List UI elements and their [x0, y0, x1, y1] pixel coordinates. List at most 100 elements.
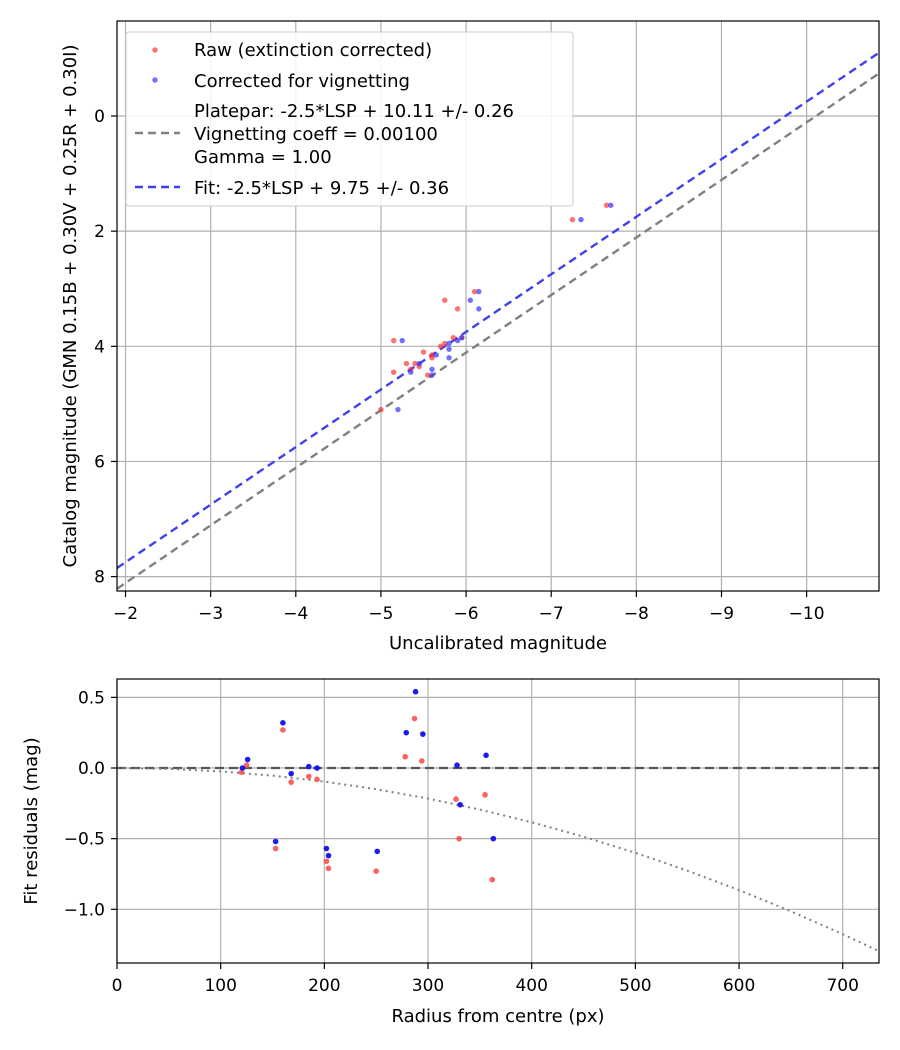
- bottom-x-tick-label: 600: [723, 976, 755, 996]
- raw-point: [442, 340, 448, 347]
- bottom-chart: 0 100 200 300 400 500 600 700 0.5 0.0 −0.5 −1.0 Ra…: [21, 678, 880, 1027]
- raw-residual-point: [325, 865, 332, 872]
- raw-point: [569, 216, 576, 223]
- corrected-point: [578, 216, 584, 223]
- corrected-point: [433, 352, 439, 358]
- raw-point: [412, 360, 418, 367]
- corrected-point: [399, 337, 405, 344]
- corrected-residual-point: [454, 762, 460, 768]
- raw-residual-point: [280, 727, 286, 733]
- raw-point: [391, 337, 397, 344]
- top-chart: −2 −3 −4 −5 −6 −7 −8 −9 −10 0 2 4 6 8 Uncalibrated m…: [60, 20, 880, 654]
- corrected-point: [608, 202, 614, 208]
- bottom-y-tick-label: 0.5: [78, 688, 105, 708]
- raw-residual-point: [419, 758, 425, 764]
- raw-point: [437, 343, 444, 350]
- corrected-residual-point: [272, 838, 279, 845]
- bottom-x-tick-label: 100: [204, 976, 236, 996]
- top-x-tick-label: −6: [454, 604, 479, 624]
- bottom-y-tick-label: −1.0: [64, 900, 105, 920]
- top-fit-lines: [116, 51, 880, 590]
- raw-point: [403, 360, 410, 367]
- top-x-tick-label: −4: [283, 604, 308, 624]
- legend: Raw (extinction corrected) Corrected for…: [125, 31, 574, 207]
- top-x-tick-label: −7: [539, 604, 564, 624]
- raw-point: [378, 406, 384, 413]
- raw-residual-point: [314, 776, 320, 783]
- corrected-residual-point: [412, 688, 419, 695]
- bottom-y-axis-label: Fit residuals (mag): [21, 737, 42, 904]
- corrected-point: [446, 346, 452, 352]
- raw-residual-point: [288, 779, 294, 785]
- bottom-scatter-points: [238, 688, 497, 883]
- raw-residual-point: [238, 769, 245, 776]
- raw-residual-point: [411, 715, 418, 722]
- legend-corrected-label: Corrected for vignetting: [194, 71, 410, 92]
- top-y-axis-label: Catalog magnitude (GMN 0.15B + 0.30V + 0…: [60, 44, 81, 567]
- corrected-point: [476, 306, 482, 312]
- raw-point: [425, 372, 431, 378]
- top-x-tick-label: −8: [624, 604, 649, 624]
- corrected-residual-point: [483, 752, 489, 759]
- bottom-plot-frame: [116, 678, 880, 964]
- top-x-ticks: −2 −3 −4 −5 −6 −7 −8 −9 −10: [113, 591, 825, 624]
- legend-raw-marker: [152, 47, 158, 53]
- top-scatter-points: [378, 202, 614, 413]
- bottom-y-tick-label: −0.5: [64, 830, 105, 850]
- raw-point: [454, 306, 461, 312]
- raw-residual-point: [456, 835, 462, 842]
- corrected-point: [446, 355, 452, 361]
- vignetting-curve: [116, 767, 880, 953]
- raw-residual-point: [482, 792, 488, 798]
- legend-corrected-marker: [152, 77, 158, 83]
- raw-residual-point: [402, 753, 409, 760]
- raw-point: [391, 369, 397, 375]
- raw-residual-point: [243, 762, 250, 768]
- corrected-residual-point: [244, 756, 251, 763]
- corrected-residual-point: [314, 765, 320, 771]
- top-y-tick-label: 2: [94, 222, 105, 242]
- corrected-point: [429, 366, 435, 373]
- top-x-tick-label: −10: [789, 604, 825, 624]
- corrected-residual-point: [288, 770, 294, 777]
- bottom-y-ticks: 0.5 0.0 −0.5 −1.0: [64, 688, 117, 920]
- corrected-point: [459, 334, 465, 341]
- bottom-grid: [116, 679, 879, 963]
- raw-point: [420, 349, 427, 355]
- legend-gamma-label: Gamma = 1.00: [194, 147, 332, 168]
- raw-point: [429, 355, 435, 361]
- corrected-residual-point: [490, 835, 497, 842]
- top-x-tick-label: −9: [709, 604, 734, 624]
- raw-residual-point: [305, 773, 312, 780]
- legend-platepar-label: Platepar: -2.5*LSP + 10.11 +/- 0.26: [194, 101, 514, 122]
- legend-box: [125, 31, 574, 207]
- corrected-residual-point: [305, 763, 312, 770]
- top-x-tick-label: −2: [113, 604, 138, 624]
- raw-point: [603, 202, 610, 208]
- corrected-residual-point: [239, 765, 246, 771]
- corrected-point: [467, 297, 474, 303]
- bottom-x-tick-label: 400: [515, 976, 547, 996]
- bottom-x-axis-label: Radius from centre (px): [391, 1006, 604, 1027]
- raw-point: [450, 334, 457, 341]
- corrected-residual-point: [280, 720, 286, 726]
- raw-residual-point: [272, 845, 279, 852]
- top-y-tick-label: 4: [94, 337, 105, 357]
- legend-fit-label: Fit: -2.5*LSP + 9.75 +/- 0.36: [194, 178, 449, 199]
- bottom-x-tick-label: 0: [112, 976, 123, 996]
- fit-line: [116, 51, 880, 569]
- raw-residual-point: [489, 876, 496, 883]
- corrected-residual-point: [457, 801, 463, 808]
- raw-residual-point: [373, 868, 379, 874]
- top-plot-frame: [116, 20, 880, 592]
- bottom-x-ticks: 0 100 200 300 400 500 600 700: [112, 963, 859, 996]
- corrected-point: [446, 340, 452, 347]
- top-x-tick-label: −3: [198, 604, 223, 624]
- corrected-point: [454, 337, 461, 344]
- top-y-ticks: 0 2 4 6 8: [94, 107, 117, 588]
- corrected-point: [395, 406, 401, 413]
- corrected-residual-point: [403, 729, 410, 736]
- top-x-tick-label: −5: [368, 604, 393, 624]
- corrected-residual-point: [420, 731, 426, 737]
